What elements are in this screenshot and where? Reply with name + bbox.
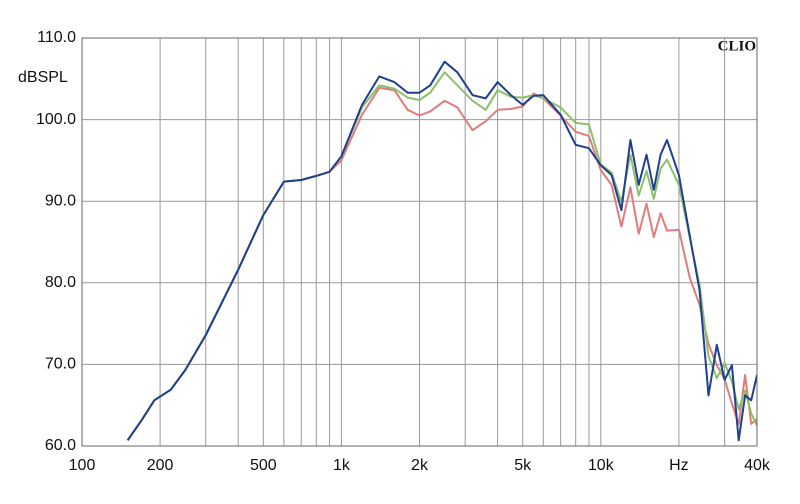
x-tick-label: 200 — [147, 457, 174, 474]
x-tick-label: 100 — [69, 457, 96, 474]
series-line — [126, 60, 757, 442]
y-tick-label: 90.0 — [45, 192, 76, 209]
y-tick-label: 60.0 — [45, 437, 76, 454]
y-tick-label: 100.0 — [36, 111, 76, 128]
brand: CLIO — [718, 38, 756, 54]
x-tick-label: 2k — [411, 457, 429, 474]
x-tick-label: 40k — [744, 457, 771, 474]
x-tick-label: 1k — [333, 457, 351, 474]
x-tick-label: 5k — [514, 457, 532, 474]
y-tick-label: 80.0 — [45, 274, 76, 291]
y-axis-label: dBSPL — [18, 69, 68, 86]
series-line — [126, 71, 757, 441]
x-tick-label: 500 — [250, 457, 277, 474]
y-tick-label: 110.0 — [37, 29, 76, 46]
x-tick-label: Hz — [669, 457, 689, 474]
x-tick-label: 10k — [588, 457, 615, 474]
y-tick-label: 70.0 — [45, 356, 76, 373]
plot-border — [81, 37, 758, 447]
series-line — [126, 86, 757, 441]
